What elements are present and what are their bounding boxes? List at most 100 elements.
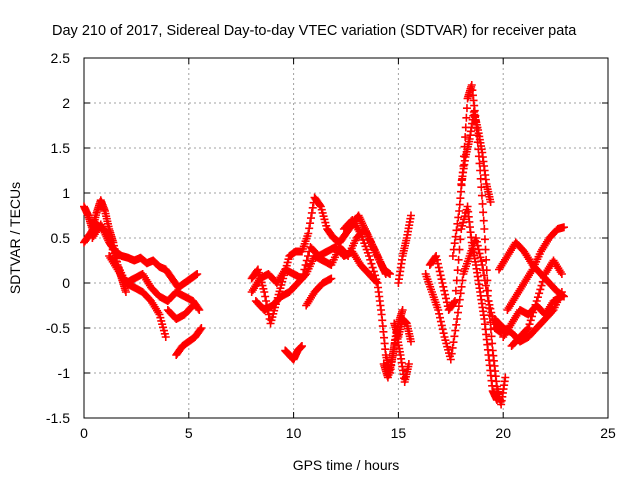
data-point xyxy=(476,253,485,262)
data-point xyxy=(483,276,492,285)
data-point xyxy=(462,104,471,113)
data-point xyxy=(538,277,547,286)
data-point xyxy=(448,252,457,260)
data-point xyxy=(447,349,456,358)
data-point xyxy=(531,300,540,309)
data-point xyxy=(454,213,463,222)
data-point xyxy=(527,312,536,321)
data-point xyxy=(451,326,460,335)
data-point xyxy=(486,198,495,206)
series-seg17 xyxy=(425,202,501,404)
data-point xyxy=(368,263,377,272)
data-point xyxy=(442,298,451,307)
y-tick-label: 0 xyxy=(62,275,70,291)
data-point xyxy=(297,342,306,350)
data-point xyxy=(535,289,544,298)
x-tick-label: 5 xyxy=(185,425,193,441)
data-point xyxy=(305,224,314,233)
y-tick-label: -1.5 xyxy=(46,410,70,426)
data-point xyxy=(307,208,316,217)
data-points xyxy=(80,81,568,409)
data-point xyxy=(452,276,461,285)
data-point xyxy=(451,286,460,295)
data-point xyxy=(436,271,445,280)
data-point xyxy=(455,295,464,304)
series-seg24 xyxy=(507,256,566,350)
data-point xyxy=(449,245,458,254)
data-point xyxy=(450,332,459,341)
data-point xyxy=(433,259,442,268)
data-point xyxy=(557,292,566,301)
data-point xyxy=(532,297,541,305)
data-point xyxy=(434,306,443,314)
data-point xyxy=(436,317,445,326)
data-point xyxy=(369,267,378,276)
data-point xyxy=(435,267,444,276)
data-point xyxy=(446,355,455,364)
series-seg23 xyxy=(503,223,568,314)
data-point xyxy=(436,313,445,322)
series-seg5 xyxy=(163,301,197,323)
data-point xyxy=(484,297,493,305)
series-seg10 xyxy=(281,342,306,364)
y-tick-label: -1 xyxy=(58,365,71,381)
data-point xyxy=(478,199,487,208)
data-point xyxy=(525,320,534,329)
data-point xyxy=(456,289,465,298)
data-point xyxy=(439,282,448,291)
data-point xyxy=(451,232,460,241)
data-point xyxy=(194,304,203,313)
data-point xyxy=(187,302,196,311)
data-point xyxy=(482,266,491,275)
data-point xyxy=(371,271,380,280)
data-point xyxy=(161,333,170,341)
data-point xyxy=(526,316,535,325)
data-point xyxy=(450,239,459,248)
data-point xyxy=(536,285,545,294)
data-point xyxy=(475,249,484,258)
data-point xyxy=(557,270,566,278)
data-point xyxy=(452,320,461,329)
data-point xyxy=(442,294,451,303)
data-point xyxy=(440,286,449,295)
data-point xyxy=(381,270,390,278)
data-point xyxy=(121,288,130,296)
data-point xyxy=(486,318,495,327)
series-seg15 xyxy=(394,211,415,287)
data-point xyxy=(454,302,463,311)
data-point xyxy=(483,286,492,295)
data-point xyxy=(315,201,324,210)
data-point xyxy=(434,263,443,272)
data-point xyxy=(437,275,446,284)
y-tick-label: 2 xyxy=(62,95,70,111)
series-seg3 xyxy=(88,220,204,314)
data-point xyxy=(306,214,315,223)
data-point xyxy=(109,249,118,258)
data-point xyxy=(327,274,336,283)
series-seg13 xyxy=(379,328,413,386)
data-point xyxy=(481,245,490,254)
data-point xyxy=(533,293,542,302)
data-point xyxy=(188,301,197,310)
data-point xyxy=(485,304,494,313)
data-point xyxy=(453,308,462,317)
data-point xyxy=(433,255,442,264)
data-point xyxy=(441,290,450,299)
data-point xyxy=(482,255,491,264)
y-tick-label: -0.5 xyxy=(46,320,70,336)
data-point xyxy=(108,245,117,254)
data-point xyxy=(453,266,462,275)
data-point xyxy=(308,203,317,212)
data-point xyxy=(539,273,548,282)
y-tick-label: 1.5 xyxy=(51,140,71,156)
data-point xyxy=(260,288,269,296)
data-point xyxy=(559,223,568,232)
data-point xyxy=(437,321,446,330)
data-point xyxy=(453,219,462,228)
x-tick-label: 20 xyxy=(495,425,511,441)
data-point xyxy=(262,297,271,305)
data-point xyxy=(439,329,448,338)
data-point xyxy=(367,259,376,268)
data-point xyxy=(306,219,315,228)
data-point xyxy=(193,270,202,278)
